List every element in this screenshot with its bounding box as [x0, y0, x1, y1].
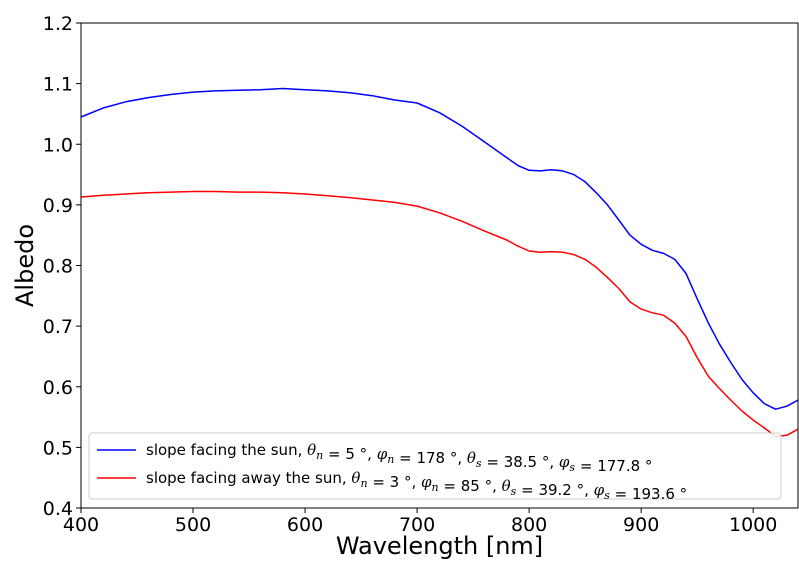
axis-ticks: 400 500 600 700 800 900 1000 0.4 0.5 0.6 0.7 0.8 0.9… [43, 13, 778, 536]
x-axis-label: Wavelength [nm] [336, 532, 543, 560]
y-tick-label: 0.5 [43, 437, 73, 459]
plot-lines [80, 87, 799, 438]
y-tick-label: 1.2 [43, 13, 73, 35]
y-tick-label: 1.0 [43, 134, 73, 156]
legend-label: slope facing away the sun, θn = 3 °, φn … [146, 469, 687, 503]
y-tick-label: 0.6 [43, 377, 73, 399]
y-tick-label: 0.7 [43, 316, 73, 338]
y-tick-label: 0.8 [43, 256, 73, 278]
series-line-2 [80, 190, 799, 438]
legend-entry-2: slope facing away the sun, θn = 3 °, φn … [97, 469, 687, 503]
y-axis-label: Albedo [11, 224, 39, 307]
legend-box [88, 432, 782, 500]
y-tick-label: 1.1 [43, 74, 73, 96]
x-tick-label: 500 [175, 514, 211, 536]
x-tick-label: 600 [287, 514, 323, 536]
x-tick-label: 700 [399, 514, 435, 536]
series-line-1 [80, 87, 799, 410]
legend-label: slope facing the sun, θn = 5 °, φn = 178… [146, 441, 652, 475]
y-tick-label: 0.4 [43, 498, 73, 520]
legend: slope facing the sun, θn = 5 °, φn = 178… [88, 432, 782, 503]
legend-entry-1: slope facing the sun, θn = 5 °, φn = 178… [97, 441, 652, 475]
x-tick-label: 400 [63, 514, 99, 536]
x-tick-label: 900 [623, 514, 659, 536]
x-tick-label: 1000 [729, 514, 777, 536]
x-tick-label: 800 [511, 514, 547, 536]
y-tick-label: 0.9 [43, 195, 73, 217]
